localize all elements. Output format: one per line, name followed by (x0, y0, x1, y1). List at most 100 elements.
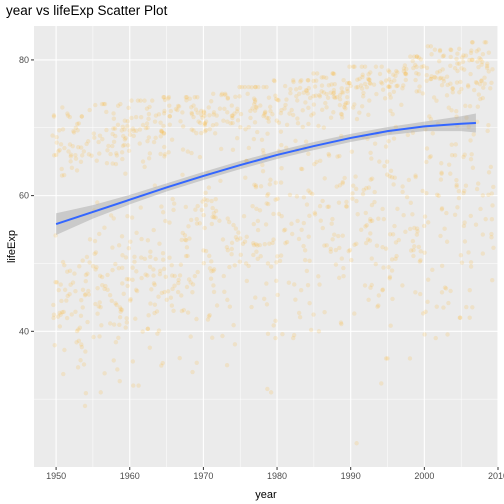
data-point (158, 134, 163, 139)
data-point (275, 292, 280, 298)
data-point (389, 268, 395, 273)
data-point (316, 274, 321, 279)
data-point (298, 288, 304, 293)
data-point (79, 114, 84, 119)
data-point (448, 81, 453, 86)
data-point (231, 322, 236, 328)
data-point (67, 291, 72, 297)
data-point (303, 139, 309, 144)
data-point (387, 92, 392, 97)
data-point (113, 301, 118, 306)
data-point (322, 309, 327, 315)
data-point (262, 112, 267, 117)
data-point (479, 78, 484, 83)
data-point (355, 84, 361, 90)
data-point (96, 139, 101, 145)
data-point (441, 53, 447, 58)
data-point (246, 145, 252, 151)
data-point (471, 132, 476, 137)
data-point (175, 103, 181, 109)
data-point (382, 164, 387, 169)
data-point (65, 269, 70, 274)
data-point (171, 201, 177, 206)
data-point (433, 335, 438, 341)
data-point (310, 191, 315, 197)
data-point (459, 86, 464, 92)
data-point (122, 142, 127, 148)
data-point (253, 295, 258, 300)
data-point (298, 79, 303, 84)
data-point (209, 221, 215, 227)
data-point (368, 231, 373, 236)
data-point (339, 115, 345, 120)
data-point (455, 68, 460, 74)
data-point (203, 248, 209, 254)
data-point (336, 233, 341, 239)
data-point (70, 143, 75, 149)
data-point (343, 204, 349, 209)
x-tick-label: 1960 (120, 471, 140, 481)
data-point (94, 264, 99, 270)
data-point (449, 108, 454, 113)
data-point (369, 256, 374, 261)
data-point (214, 122, 219, 127)
data-point (86, 152, 92, 157)
data-point (387, 232, 393, 237)
data-point (93, 250, 99, 255)
data-point (361, 187, 366, 193)
data-point (307, 95, 313, 101)
data-point (462, 188, 467, 194)
data-point (260, 168, 266, 174)
data-point (91, 334, 96, 340)
data-point (134, 230, 139, 235)
data-point (246, 263, 251, 269)
data-point (151, 273, 156, 278)
data-point (485, 128, 490, 134)
data-point (280, 331, 285, 337)
data-point (305, 91, 310, 96)
data-point (368, 81, 373, 86)
data-point (468, 138, 473, 143)
grid-lines (34, 26, 499, 467)
data-point (126, 148, 132, 154)
data-point (119, 150, 125, 155)
data-point (352, 242, 357, 247)
data-point (151, 281, 157, 286)
data-point (169, 273, 175, 278)
data-point (483, 216, 488, 222)
data-point (456, 195, 462, 201)
data-point (446, 162, 452, 167)
data-point (117, 315, 123, 320)
data-point (237, 94, 242, 99)
data-point (413, 290, 418, 295)
data-point (211, 267, 217, 272)
data-point (111, 116, 117, 121)
data-point (262, 110, 268, 116)
data-point (98, 304, 103, 310)
data-point (220, 237, 226, 242)
data-point (385, 356, 390, 361)
data-point (110, 143, 115, 149)
data-point (159, 129, 164, 135)
data-point (355, 212, 360, 217)
data-point (190, 369, 195, 375)
data-point (414, 232, 420, 237)
data-point (457, 61, 462, 66)
data-point (305, 282, 311, 288)
data-point (410, 238, 416, 244)
data-point (440, 67, 445, 72)
data-point (486, 170, 492, 175)
data-point (311, 312, 316, 317)
data-point (444, 74, 450, 79)
data-point (118, 307, 124, 312)
data-point (372, 199, 377, 205)
data-point (100, 136, 105, 142)
data-point (460, 59, 466, 65)
data-point (308, 190, 313, 195)
data-point (162, 108, 167, 114)
data-point (97, 300, 102, 305)
data-point (213, 215, 218, 220)
data-point (211, 112, 216, 117)
data-point (128, 239, 133, 244)
data-point (321, 75, 326, 80)
